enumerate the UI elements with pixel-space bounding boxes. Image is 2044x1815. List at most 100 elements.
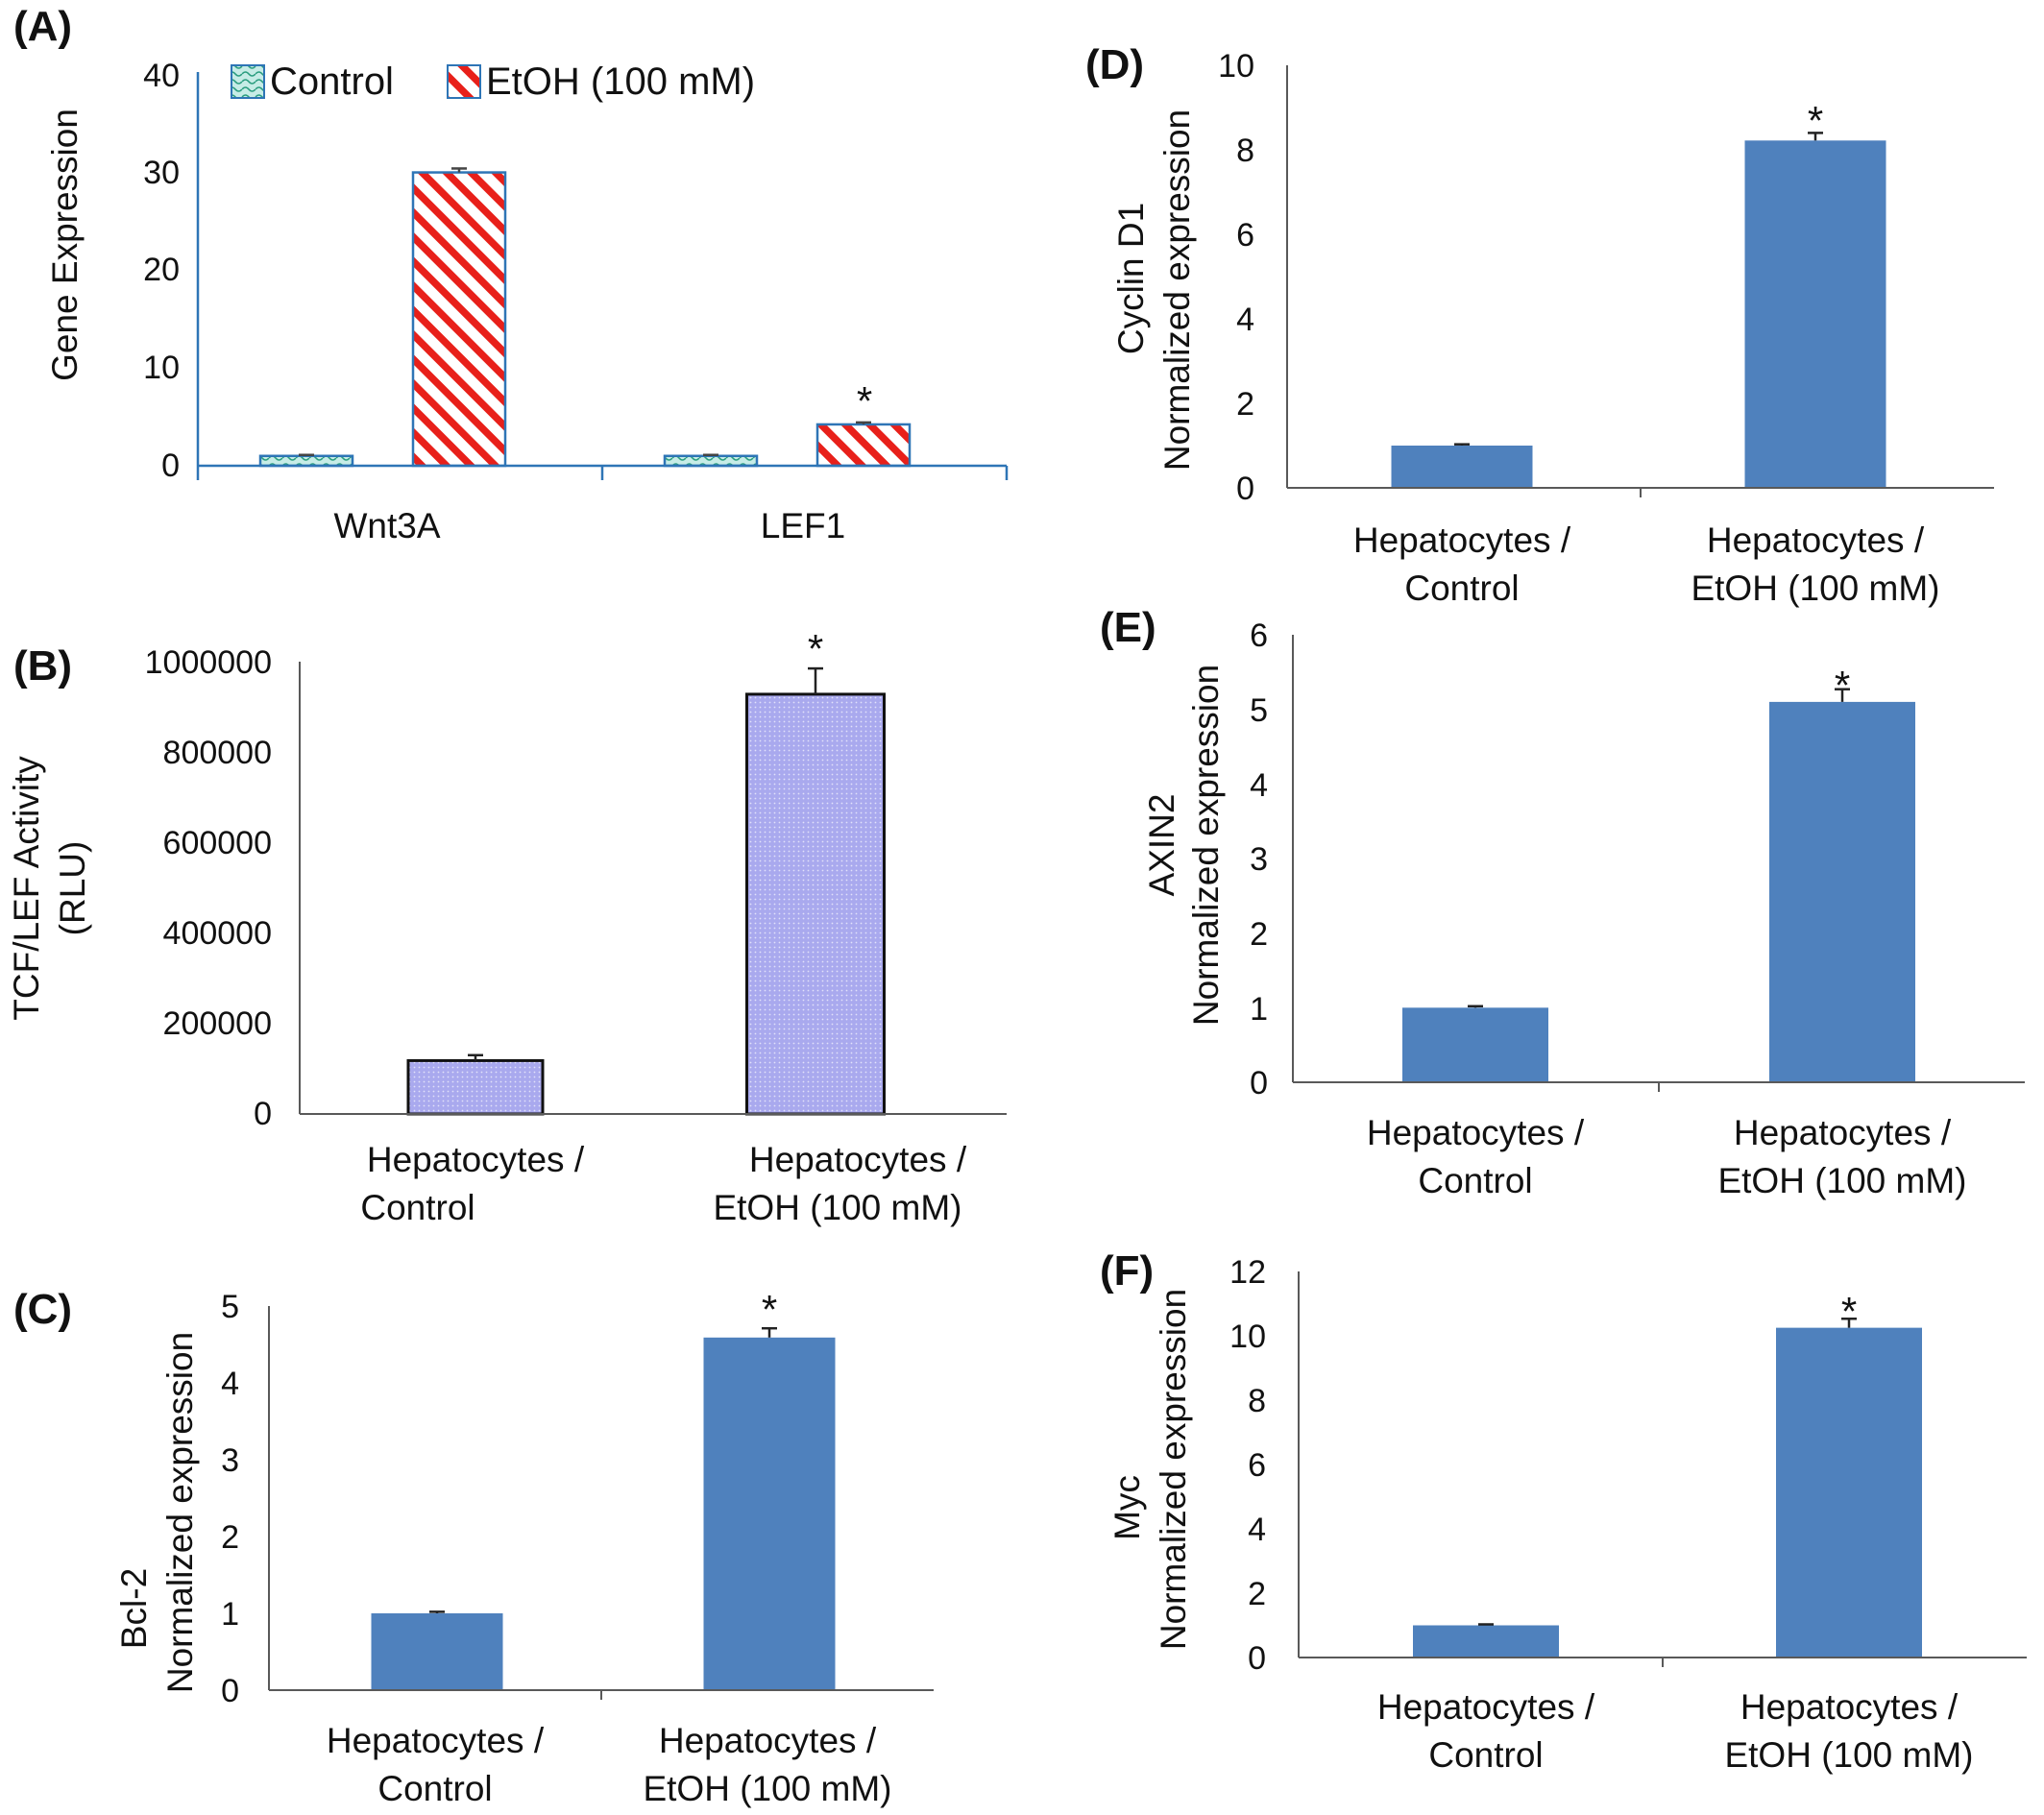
panel-f-y-tick-4: 8	[1248, 1383, 1266, 1419]
panel-e-y-tick-1: 1	[1250, 991, 1268, 1028]
panel-a-bar-etoh-0	[411, 171, 507, 468]
panel-b-y-title-line-1: TCF/LEF Activity	[7, 756, 46, 1021]
panel-a-category-lef1: LEF1	[761, 506, 845, 545]
panel-f-y-title-line-2: Normalized expression	[1154, 1289, 1193, 1650]
panel-d-significance-star: *	[1808, 98, 1823, 143]
panel-a: (A) Gene Expression 0 10 20 30 40 Wnt3A …	[13, 3, 1009, 545]
panel-e-bar-1	[1769, 701, 1915, 1082]
panel-d-category-1-line-1: Hepatocytes /	[1707, 520, 1925, 560]
panel-a-category-wnt3a: Wnt3A	[333, 506, 440, 545]
panel-c-bar-0	[371, 1613, 503, 1690]
panel-d-y-tick-3: 6	[1236, 217, 1254, 254]
panel-e-category-0-line-1: Hepatocytes /	[1367, 1113, 1585, 1152]
panel-a-y-tick-0: 0	[161, 448, 180, 484]
panel-e-y-tick-2: 2	[1250, 916, 1268, 953]
panel-e-category-1-line-1: Hepatocytes /	[1734, 1113, 1952, 1152]
panel-d-bar-1	[1744, 140, 1886, 488]
panel-b-category-0-line-1: Hepatocytes /	[367, 1140, 585, 1179]
panel-f-y-tick-1: 2	[1248, 1576, 1266, 1612]
panel-b-plot	[406, 666, 886, 1116]
panel-c-letter: (C)	[13, 1286, 72, 1333]
panel-e-category-0-line-2: Control	[1418, 1161, 1532, 1200]
panel-a-legend: Control EtOH (100 mM)	[231, 60, 755, 103]
panel-a-bar-control-1	[663, 454, 759, 468]
panel-a-y-tick-1: 10	[143, 350, 180, 386]
legend-swatch-etoh	[447, 64, 481, 99]
panel-d-y-title-line-2: Normalized expression	[1157, 109, 1197, 471]
panel-d-y-tick-1: 2	[1236, 386, 1254, 423]
panel-d-y-tick-4: 8	[1236, 133, 1254, 169]
panel-e-y-title-line-2: Normalized expression	[1186, 665, 1226, 1026]
panel-a-y-tick-3: 30	[143, 155, 180, 191]
panel-a-bar-control-0	[258, 454, 354, 468]
panel-c-y-title-line-1: Bcl-2	[114, 1568, 154, 1649]
panel-a-significance-star: *	[857, 378, 872, 424]
panel-c-y-tick-3: 3	[221, 1442, 239, 1479]
panel-b-y-tick-2: 400000	[163, 915, 272, 952]
panel-f-letter: (F)	[1100, 1247, 1154, 1295]
panel-f-y-tick-0: 0	[1248, 1640, 1266, 1677]
panel-e-bar-0	[1402, 1007, 1548, 1082]
panel-d-y-tick-2: 4	[1236, 302, 1254, 338]
panel-d-category-0-line-1: Hepatocytes /	[1353, 520, 1571, 560]
panel-a-plot	[258, 167, 912, 468]
panel-e-y-tick-3: 3	[1250, 841, 1268, 878]
panel-f-y-tick-3: 6	[1248, 1447, 1266, 1484]
legend-label-control: Control	[270, 60, 394, 103]
panel-b-bar-0	[406, 1058, 545, 1116]
panel-a-letter: (A)	[13, 3, 72, 50]
panel-c-plot	[371, 1326, 836, 1690]
panel-b-significance-star: *	[808, 626, 823, 671]
panel-f-y-tick-5: 10	[1229, 1319, 1266, 1355]
panel-e-y-ticks: 0 1 2 3 4 5 6	[1250, 617, 1268, 1101]
panel-e-y-title-line-1: AXIN2	[1142, 794, 1181, 897]
panel-b-category-1-line-2: EtOH (100 mM)	[713, 1188, 961, 1227]
panel-a-y-tick-4: 40	[143, 58, 180, 94]
panel-d-bar-0	[1391, 446, 1533, 488]
panel-f-category-1-line-1: Hepatocytes /	[1740, 1687, 1959, 1727]
panel-f-y-ticks: 0 2 4 6 8 10 12	[1229, 1254, 1266, 1677]
panel-f-y-tick-2: 4	[1248, 1512, 1266, 1548]
panel-e-category-1-line-2: EtOH (100 mM)	[1717, 1161, 1966, 1200]
panel-b-y-tick-5: 1000000	[145, 644, 272, 681]
panel-a-y-title: Gene Expression	[45, 109, 85, 381]
panel-e-letter: (E)	[1100, 604, 1156, 651]
panel-c-y-title-line-2: Normalized expression	[160, 1332, 200, 1693]
panel-f-bar-0	[1413, 1625, 1559, 1658]
panel-c-category-0-line-2: Control	[377, 1769, 492, 1808]
panel-b-y-tick-0: 0	[254, 1096, 272, 1132]
panel-f-y-title-line-1: Myc	[1107, 1475, 1147, 1540]
panel-d-y-tick-5: 10	[1218, 48, 1254, 85]
panel-b-y-ticks: 0 200000 400000 600000 800000 1000000	[145, 644, 272, 1132]
panel-f-category-1-line-2: EtOH (100 mM)	[1724, 1735, 1973, 1775]
panel-b-y-tick-1: 200000	[163, 1005, 272, 1042]
panel-b-y-tick-4: 800000	[163, 735, 272, 771]
panel-e-significance-star: *	[1835, 663, 1850, 708]
panel-a-y-tick-2: 20	[143, 252, 180, 288]
panel-a-bar-etoh-1	[815, 423, 912, 468]
panel-c: (C) Bcl-2 Normalized expression 0 1 2 3 …	[13, 1286, 934, 1808]
panel-d-plot	[1391, 132, 1886, 488]
panel-d-category-0-line-2: Control	[1404, 569, 1519, 608]
panel-d-y-title-line-1: Cyclin D1	[1111, 203, 1151, 354]
panel-f-y-tick-6: 12	[1229, 1254, 1266, 1291]
panel-f-plot	[1413, 1317, 1922, 1658]
panel-e: (E) AXIN2 Normalized expression 0 1 2 3 …	[1100, 604, 2025, 1200]
panel-b-letter: (B)	[13, 642, 72, 690]
panel-c-y-ticks: 0 1 2 3 4 5	[221, 1289, 239, 1709]
panel-e-y-tick-4: 4	[1250, 767, 1268, 804]
panel-a-y-ticks: 0 10 20 30 40	[143, 58, 180, 484]
panel-c-category-1-line-2: EtOH (100 mM)	[643, 1769, 891, 1808]
panel-f-significance-star: *	[1841, 1289, 1857, 1334]
panel-c-y-tick-4: 4	[221, 1366, 239, 1402]
panel-c-y-tick-0: 0	[221, 1673, 239, 1709]
panel-f-bar-1	[1776, 1327, 1922, 1658]
panel-d: (D) Cyclin D1 Normalized expression 0 2 …	[1085, 41, 1994, 608]
panel-f-category-0-line-2: Control	[1428, 1735, 1543, 1775]
panel-c-y-tick-2: 2	[221, 1519, 239, 1556]
panel-c-y-tick-5: 5	[221, 1289, 239, 1325]
panel-f: (F) Myc Normalized expression 0 2 4 6 8 …	[1100, 1247, 2027, 1775]
panel-c-category-0-line-1: Hepatocytes /	[327, 1721, 545, 1760]
legend-label-etoh: EtOH (100 mM)	[486, 60, 755, 103]
